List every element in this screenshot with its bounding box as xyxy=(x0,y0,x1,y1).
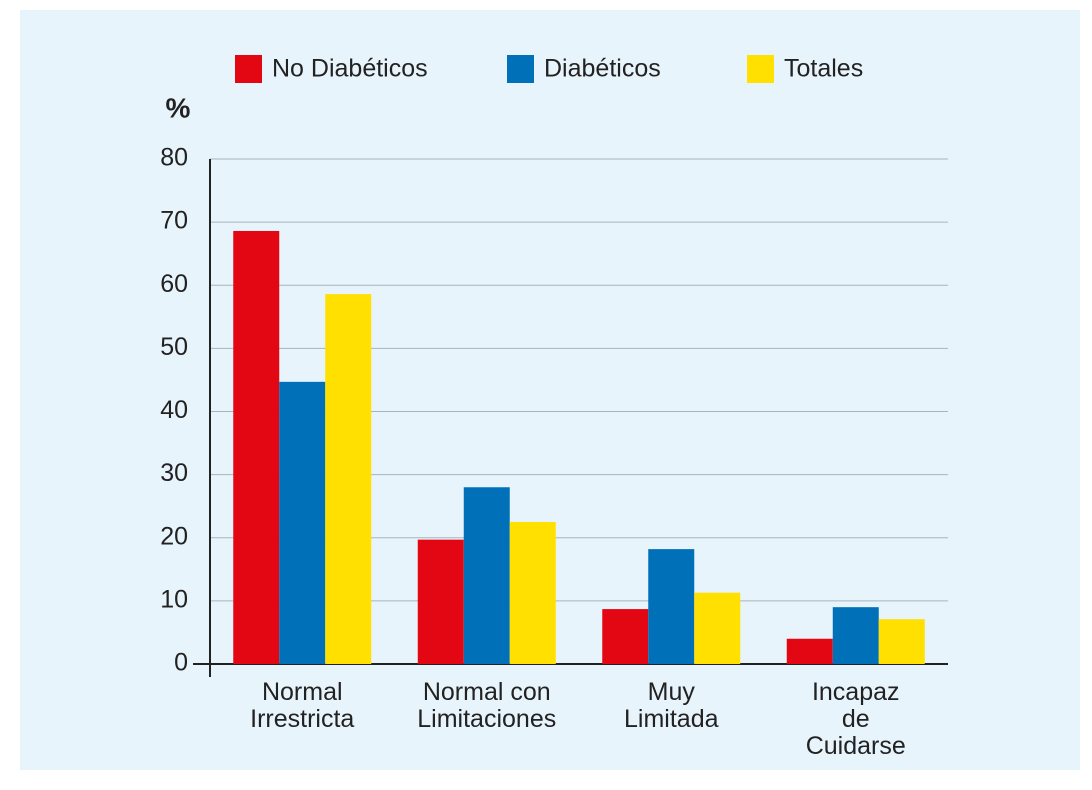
y-axis-label: % xyxy=(166,92,191,123)
y-tick-label: 30 xyxy=(160,459,188,487)
legend-swatch xyxy=(507,55,534,83)
bar xyxy=(233,230,280,664)
bar xyxy=(325,294,372,664)
x-tick-label: Normal con Limitaciones xyxy=(417,678,557,733)
y-tick-label: 20 xyxy=(160,522,188,550)
bar xyxy=(832,607,879,664)
bar xyxy=(463,487,510,664)
bar xyxy=(417,539,464,664)
y-tick-label: 50 xyxy=(160,333,188,361)
x-tick-label: Normal Irrestricta xyxy=(250,678,355,733)
y-tick-label: 10 xyxy=(160,585,188,613)
legend-label: Diabéticos xyxy=(544,55,661,83)
bar xyxy=(648,549,695,664)
y-tick-label: 40 xyxy=(160,396,188,424)
bar xyxy=(878,619,925,664)
legend-swatch xyxy=(747,55,774,83)
legend-label: Totales xyxy=(784,55,863,83)
bar xyxy=(694,592,741,664)
legend-swatch xyxy=(235,55,262,83)
y-tick-label: 60 xyxy=(160,270,188,298)
x-tick-label: Muy Limitada xyxy=(624,678,719,733)
bar xyxy=(602,609,649,664)
x-tick-label: Incapaz de Cuidarse xyxy=(805,678,906,760)
bar xyxy=(509,521,556,664)
y-tick-label: 70 xyxy=(160,207,188,235)
bar xyxy=(786,638,833,664)
y-tick-label: 0 xyxy=(174,649,188,677)
y-tick-label: 80 xyxy=(160,144,188,172)
legend-label: No Diabéticos xyxy=(272,55,428,83)
bar xyxy=(279,381,326,664)
